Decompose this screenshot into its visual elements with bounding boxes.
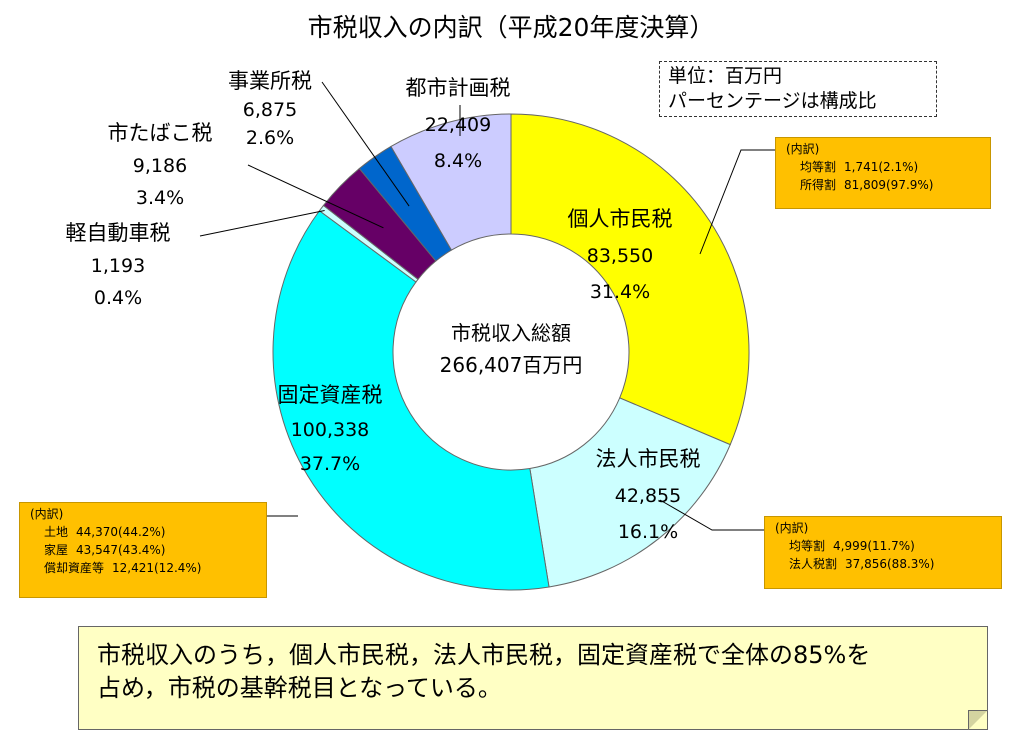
center-value: 266,407百万円	[440, 353, 583, 377]
note-head: (内訳)	[30, 507, 64, 521]
summary-line: 市税収入のうち，個人市民税，法人市民税，固定資産税で全体の85%を	[97, 641, 871, 669]
kotei-breakdown-note: (内訳) 土地 44,370(44.2%) 家屋 43,547(43.4%) 償却資…	[19, 502, 267, 598]
category-label-kojin: 個人市民税	[568, 207, 673, 231]
note-item-name: 均等割	[789, 539, 826, 553]
note-item-value: 44,370(44.2%)	[76, 525, 166, 539]
note-head: (内訳)	[786, 142, 820, 156]
leader-line-kojin-note	[699, 149, 775, 255]
note-item-name: 土地	[44, 525, 69, 539]
slice-toshikeikaku	[390, 113, 512, 251]
category-label-tabako: 市たばこ税	[108, 121, 213, 145]
note-item-name: 所得割	[800, 178, 837, 192]
leader-line-hojin-note	[659, 499, 764, 531]
percent-label-hojin: 16.1%	[618, 521, 678, 543]
slice-hojin	[529, 397, 731, 588]
note-item-name: 均等割	[800, 160, 837, 174]
summary-line: 占め，市税の基幹税目となっている。	[97, 674, 502, 702]
category-label-jigyosho: 事業所税	[228, 69, 312, 93]
note-item: 所得割 81,809(97.9%)	[782, 176, 984, 194]
note-item: 均等割 1,741(2.1%)	[782, 158, 984, 176]
leader-line-keijidosha	[199, 210, 325, 237]
slice-kotei	[272, 210, 550, 591]
category-label-hojin: 法人市民税	[596, 447, 701, 471]
note-item: 家屋 43,547(43.4%)	[26, 541, 260, 559]
note-item-value: 81,809(97.9%)	[844, 178, 934, 192]
note-item: 均等割 4,999(11.7%)	[771, 537, 995, 555]
note-item-value: 1,741(2.1%)	[844, 160, 919, 174]
value-label-hojin: 42,855	[615, 485, 681, 507]
hojin-breakdown-note: (内訳) 均等割 4,999(11.7%) 法人税割 37,856(88.3%)	[764, 516, 1002, 589]
value-label-keijidosha: 1,193	[91, 255, 145, 277]
value-label-toshikeikaku: 22,409	[425, 114, 491, 136]
category-label-kotei: 固定資産税	[278, 383, 383, 407]
note-item: 土地 44,370(44.2%)	[26, 523, 260, 541]
summary-callout: 市税収入のうち，個人市民税，法人市民税，固定資産税で全体の85%を 占め，市税の…	[78, 626, 988, 730]
note-item: 法人税割 37,856(88.3%)	[771, 555, 995, 573]
percent-label-tabako: 3.4%	[136, 187, 184, 209]
value-label-kojin: 83,550	[587, 245, 653, 267]
category-label-keijidosha: 軽自動車税	[66, 221, 171, 245]
unit-legend-box: 単位：百万円 パーセンテージは構成比	[659, 61, 937, 117]
unit-line: 単位：百万円	[668, 65, 783, 87]
percent-label-kojin: 31.4%	[590, 281, 650, 303]
percent-label-toshikeikaku: 8.4%	[434, 150, 482, 172]
slice-kojin	[510, 113, 750, 446]
note-head: (内訳)	[775, 521, 809, 535]
note-item-name: 法人税割	[789, 557, 838, 571]
note-item-name: 家屋	[44, 543, 69, 557]
kojin-breakdown-note: (内訳) 均等割 1,741(2.1%) 所得割 81,809(97.9%)	[775, 137, 991, 209]
note-item-value: 43,547(43.4%)	[76, 543, 166, 557]
note-item-name: 償却資産等	[44, 561, 105, 575]
percent-label-keijidosha: 0.4%	[94, 287, 142, 309]
chart-title: 市税収入の内訳（平成20年度決算）	[308, 13, 715, 42]
percentage-note-line: パーセンテージは構成比	[668, 90, 877, 112]
leader-line-tabako	[247, 164, 384, 229]
note-item: 償却資産等 12,421(12.4%)	[26, 559, 260, 577]
value-label-tabako: 9,186	[133, 155, 187, 177]
leader-line-jigyosho	[321, 81, 410, 207]
center-label: 市税収入総額	[451, 321, 571, 345]
note-item-value: 37,856(88.3%)	[845, 557, 935, 571]
category-label-toshikeikaku: 都市計画税	[406, 76, 511, 100]
percent-label-kotei: 37.7%	[300, 453, 360, 475]
percent-label-jigyosho: 2.6%	[246, 127, 294, 149]
note-item-value: 12,421(12.4%)	[112, 561, 202, 575]
note-item-value: 4,999(11.7%)	[833, 539, 915, 553]
value-label-jigyosho: 6,875	[243, 99, 297, 121]
value-label-kotei: 100,338	[291, 419, 370, 441]
